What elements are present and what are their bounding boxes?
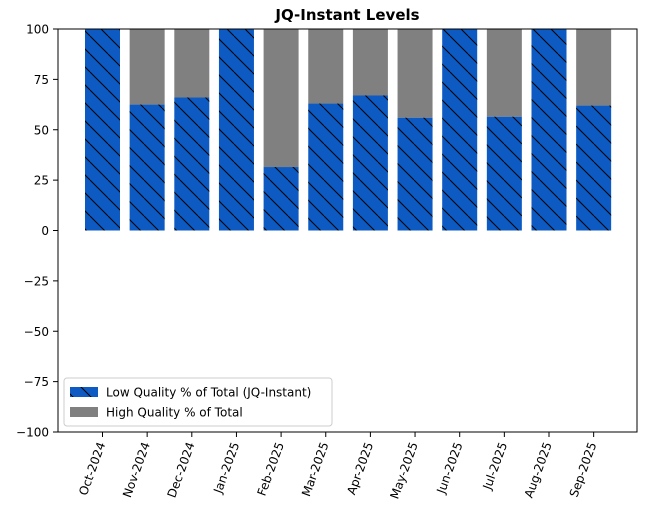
bar-hatch-Mar-2025 (308, 103, 344, 231)
legend-label: High Quality % of Total (106, 406, 243, 420)
y-tick-label: 50 (34, 123, 49, 137)
chart-title: JQ-Instant Levels (275, 6, 420, 24)
x-tick-label: Jun-2025 (434, 440, 466, 496)
x-tick-label: Sep-2025 (567, 440, 600, 499)
bar-high-quality-Jul-2025 (486, 29, 522, 117)
x-tick-label: Nov-2024 (120, 440, 153, 499)
bar-high-quality-Sep-2025 (576, 29, 612, 106)
x-tick-label: Mar-2025 (299, 440, 332, 498)
bar-high-quality-Apr-2025 (352, 29, 388, 96)
y-tick-label: −100 (16, 426, 49, 440)
y-tick-label: 75 (34, 73, 49, 87)
x-axis: Oct-2024 Nov-2024 Dec-2024 Jan-2025 Feb-2025… (76, 432, 599, 501)
bars-layer (85, 29, 612, 231)
x-tick-label: May-2025 (387, 440, 420, 501)
bar-hatch-Sep-2025 (576, 105, 612, 231)
bar-hatch-Aug-2025 (531, 29, 567, 231)
bar-hatch-May-2025 (397, 117, 433, 231)
x-tick-label: Dec-2024 (165, 440, 198, 499)
x-tick-label: Jul-2025 (480, 440, 510, 492)
legend-box (63, 377, 333, 427)
bar-hatch-Jun-2025 (442, 29, 478, 231)
bar-hatch-Jul-2025 (486, 116, 522, 231)
y-tick-label: −75 (24, 375, 49, 389)
y-tick-label: 0 (41, 224, 49, 238)
x-tick-label: Aug-2025 (522, 440, 555, 500)
x-tick-label: Oct-2024 (76, 440, 108, 497)
bar-high-quality-Feb-2025 (263, 29, 299, 168)
y-axis: 100 75 50 25 0 −25 −50 −75 −100 (16, 23, 58, 440)
bar-high-quality-Mar-2025 (308, 29, 344, 104)
bar-high-quality-Dec-2024 (174, 29, 210, 98)
legend: Low Quality % of Total (JQ-Instant) High … (63, 377, 333, 427)
bar-high-quality-May-2025 (397, 29, 433, 118)
bar-hatch-Dec-2024 (174, 97, 210, 231)
y-tick-label: 100 (26, 23, 49, 37)
legend-swatch (70, 407, 98, 417)
bar-hatch-Jan-2025 (218, 29, 254, 231)
x-tick-label: Feb-2025 (255, 440, 287, 498)
bar-hatch-Oct-2024 (85, 29, 120, 231)
x-tick-label: Apr-2025 (344, 440, 376, 496)
legend-label: Low Quality % of Total (JQ-Instant) (106, 386, 311, 400)
bar-hatch-Feb-2025 (263, 167, 299, 231)
legend-swatch-hatch (70, 387, 98, 397)
x-tick-label: Jan-2025 (211, 440, 243, 496)
y-tick-label: −25 (24, 274, 49, 288)
bar-hatch-Apr-2025 (352, 95, 388, 231)
bar-high-quality-Nov-2024 (129, 29, 165, 105)
bar-hatch-Nov-2024 (129, 104, 165, 231)
y-tick-label: 25 (34, 174, 49, 188)
y-tick-label: −50 (24, 325, 49, 339)
